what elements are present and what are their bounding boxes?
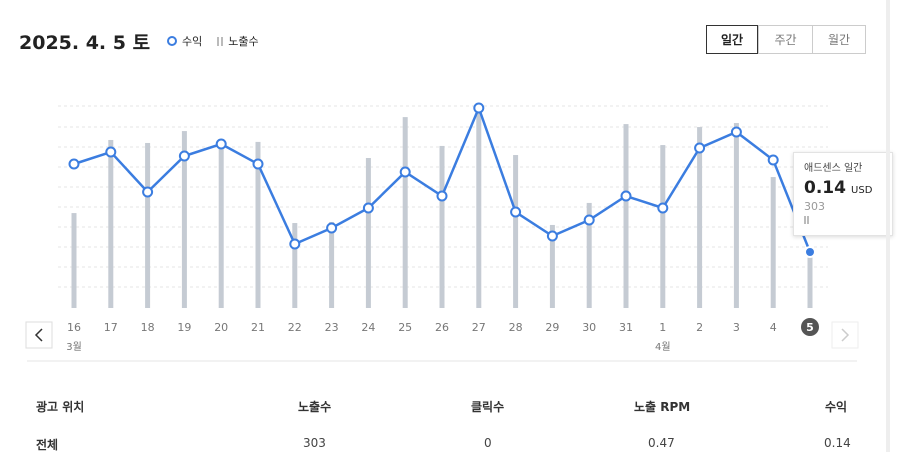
tooltip-bar-icon [804, 216, 809, 224]
tooltip-impressions: 303 [804, 200, 825, 213]
bar [770, 177, 776, 308]
prev-arrow [34, 328, 43, 342]
x-tick-label: 5 [806, 321, 814, 334]
period-button[interactable]: 일간 [706, 25, 758, 54]
legend-label: 수익 [182, 35, 203, 48]
bar [586, 202, 592, 308]
table-header: 광고 위치 [36, 400, 85, 414]
bar [108, 139, 114, 308]
bar [292, 223, 298, 308]
point [289, 238, 301, 250]
point [252, 158, 264, 170]
prev-button[interactable] [25, 321, 53, 349]
x-tick-label: 2 [696, 321, 703, 334]
x-tick-label: 30 [582, 321, 596, 334]
table-cell: 0.14 [824, 436, 851, 450]
point [215, 138, 227, 150]
bar [402, 117, 408, 308]
x-tick-label: 1 [659, 321, 666, 334]
point [326, 222, 338, 234]
bar [476, 108, 482, 308]
next-button[interactable] [831, 321, 859, 349]
point [68, 158, 80, 170]
x-tick-label: 21 [251, 321, 265, 334]
month-label: 3월 [66, 341, 82, 353]
x-tick-label: 17 [104, 321, 118, 334]
point [546, 230, 558, 242]
x-tick-label: 22 [288, 321, 302, 334]
selected-day [801, 318, 819, 336]
point [657, 202, 669, 214]
x-tick-label: 18 [141, 321, 155, 334]
bar [218, 139, 224, 308]
legend-line-icon [167, 36, 177, 46]
tooltip-value: 0.14 [804, 178, 846, 198]
point [399, 166, 411, 178]
next-arrow [841, 328, 850, 342]
table-cell: 303 [303, 436, 326, 450]
bar [439, 145, 445, 308]
point [142, 186, 154, 198]
period-button[interactable]: 월간 [812, 25, 866, 54]
x-tick-label: 28 [509, 321, 523, 334]
point [105, 146, 117, 158]
point [436, 190, 448, 202]
bar [181, 131, 187, 308]
x-tick-label: 29 [545, 321, 559, 334]
bar [660, 145, 666, 308]
x-tick-label: 19 [177, 321, 191, 334]
point [694, 142, 706, 154]
bar [365, 158, 371, 308]
point [730, 126, 742, 138]
point [620, 190, 632, 202]
x-tick-label: 25 [398, 321, 412, 334]
table-header: 노출 RPM [634, 400, 691, 414]
legend: 수익 노출수 [167, 33, 259, 49]
point [510, 206, 522, 218]
x-tick-label: 24 [361, 321, 375, 334]
x-tick-label: 23 [325, 321, 339, 334]
table-header: 수익 [825, 400, 848, 414]
table-cell: 전체 [36, 438, 59, 452]
bar [255, 141, 261, 308]
table-cell: 0 [484, 436, 492, 450]
x-tick-label: 4 [770, 321, 777, 334]
tooltip: 애드센스 일간 0.14 USD 303 [793, 152, 893, 236]
point [583, 214, 595, 226]
x-tick-label: 27 [472, 321, 486, 334]
legend-label: 노출수 [228, 35, 259, 48]
x-tick-label: 3 [733, 321, 740, 334]
point [767, 154, 779, 166]
bar [329, 221, 335, 308]
point [804, 246, 816, 258]
bar [549, 224, 555, 308]
table-header: 노출수 [298, 400, 332, 414]
bar [513, 155, 519, 308]
x-tick-label: 16 [67, 321, 81, 334]
table-cell: 0.47 [648, 436, 675, 450]
tooltip-unit: USD [851, 185, 873, 196]
bar [623, 124, 629, 308]
table-header: 클릭수 [471, 400, 505, 414]
period-button[interactable]: 주간 [758, 25, 813, 54]
month-label: 4월 [655, 341, 671, 353]
bar [697, 127, 703, 309]
x-tick-label: 31 [619, 321, 633, 334]
point [473, 102, 485, 114]
legend-bar-icon [217, 36, 224, 46]
bar [733, 123, 739, 308]
bar [145, 142, 151, 308]
bar [807, 255, 813, 308]
bar [71, 213, 77, 308]
point [362, 202, 374, 214]
title: 2025. 4. 5 토 [19, 32, 151, 54]
x-tick-label: 26 [435, 321, 449, 334]
tooltip-title: 애드센스 일간 [804, 163, 863, 174]
scrollbar[interactable] [886, 0, 890, 452]
x-tick-label: 20 [214, 321, 228, 334]
point [178, 150, 190, 162]
